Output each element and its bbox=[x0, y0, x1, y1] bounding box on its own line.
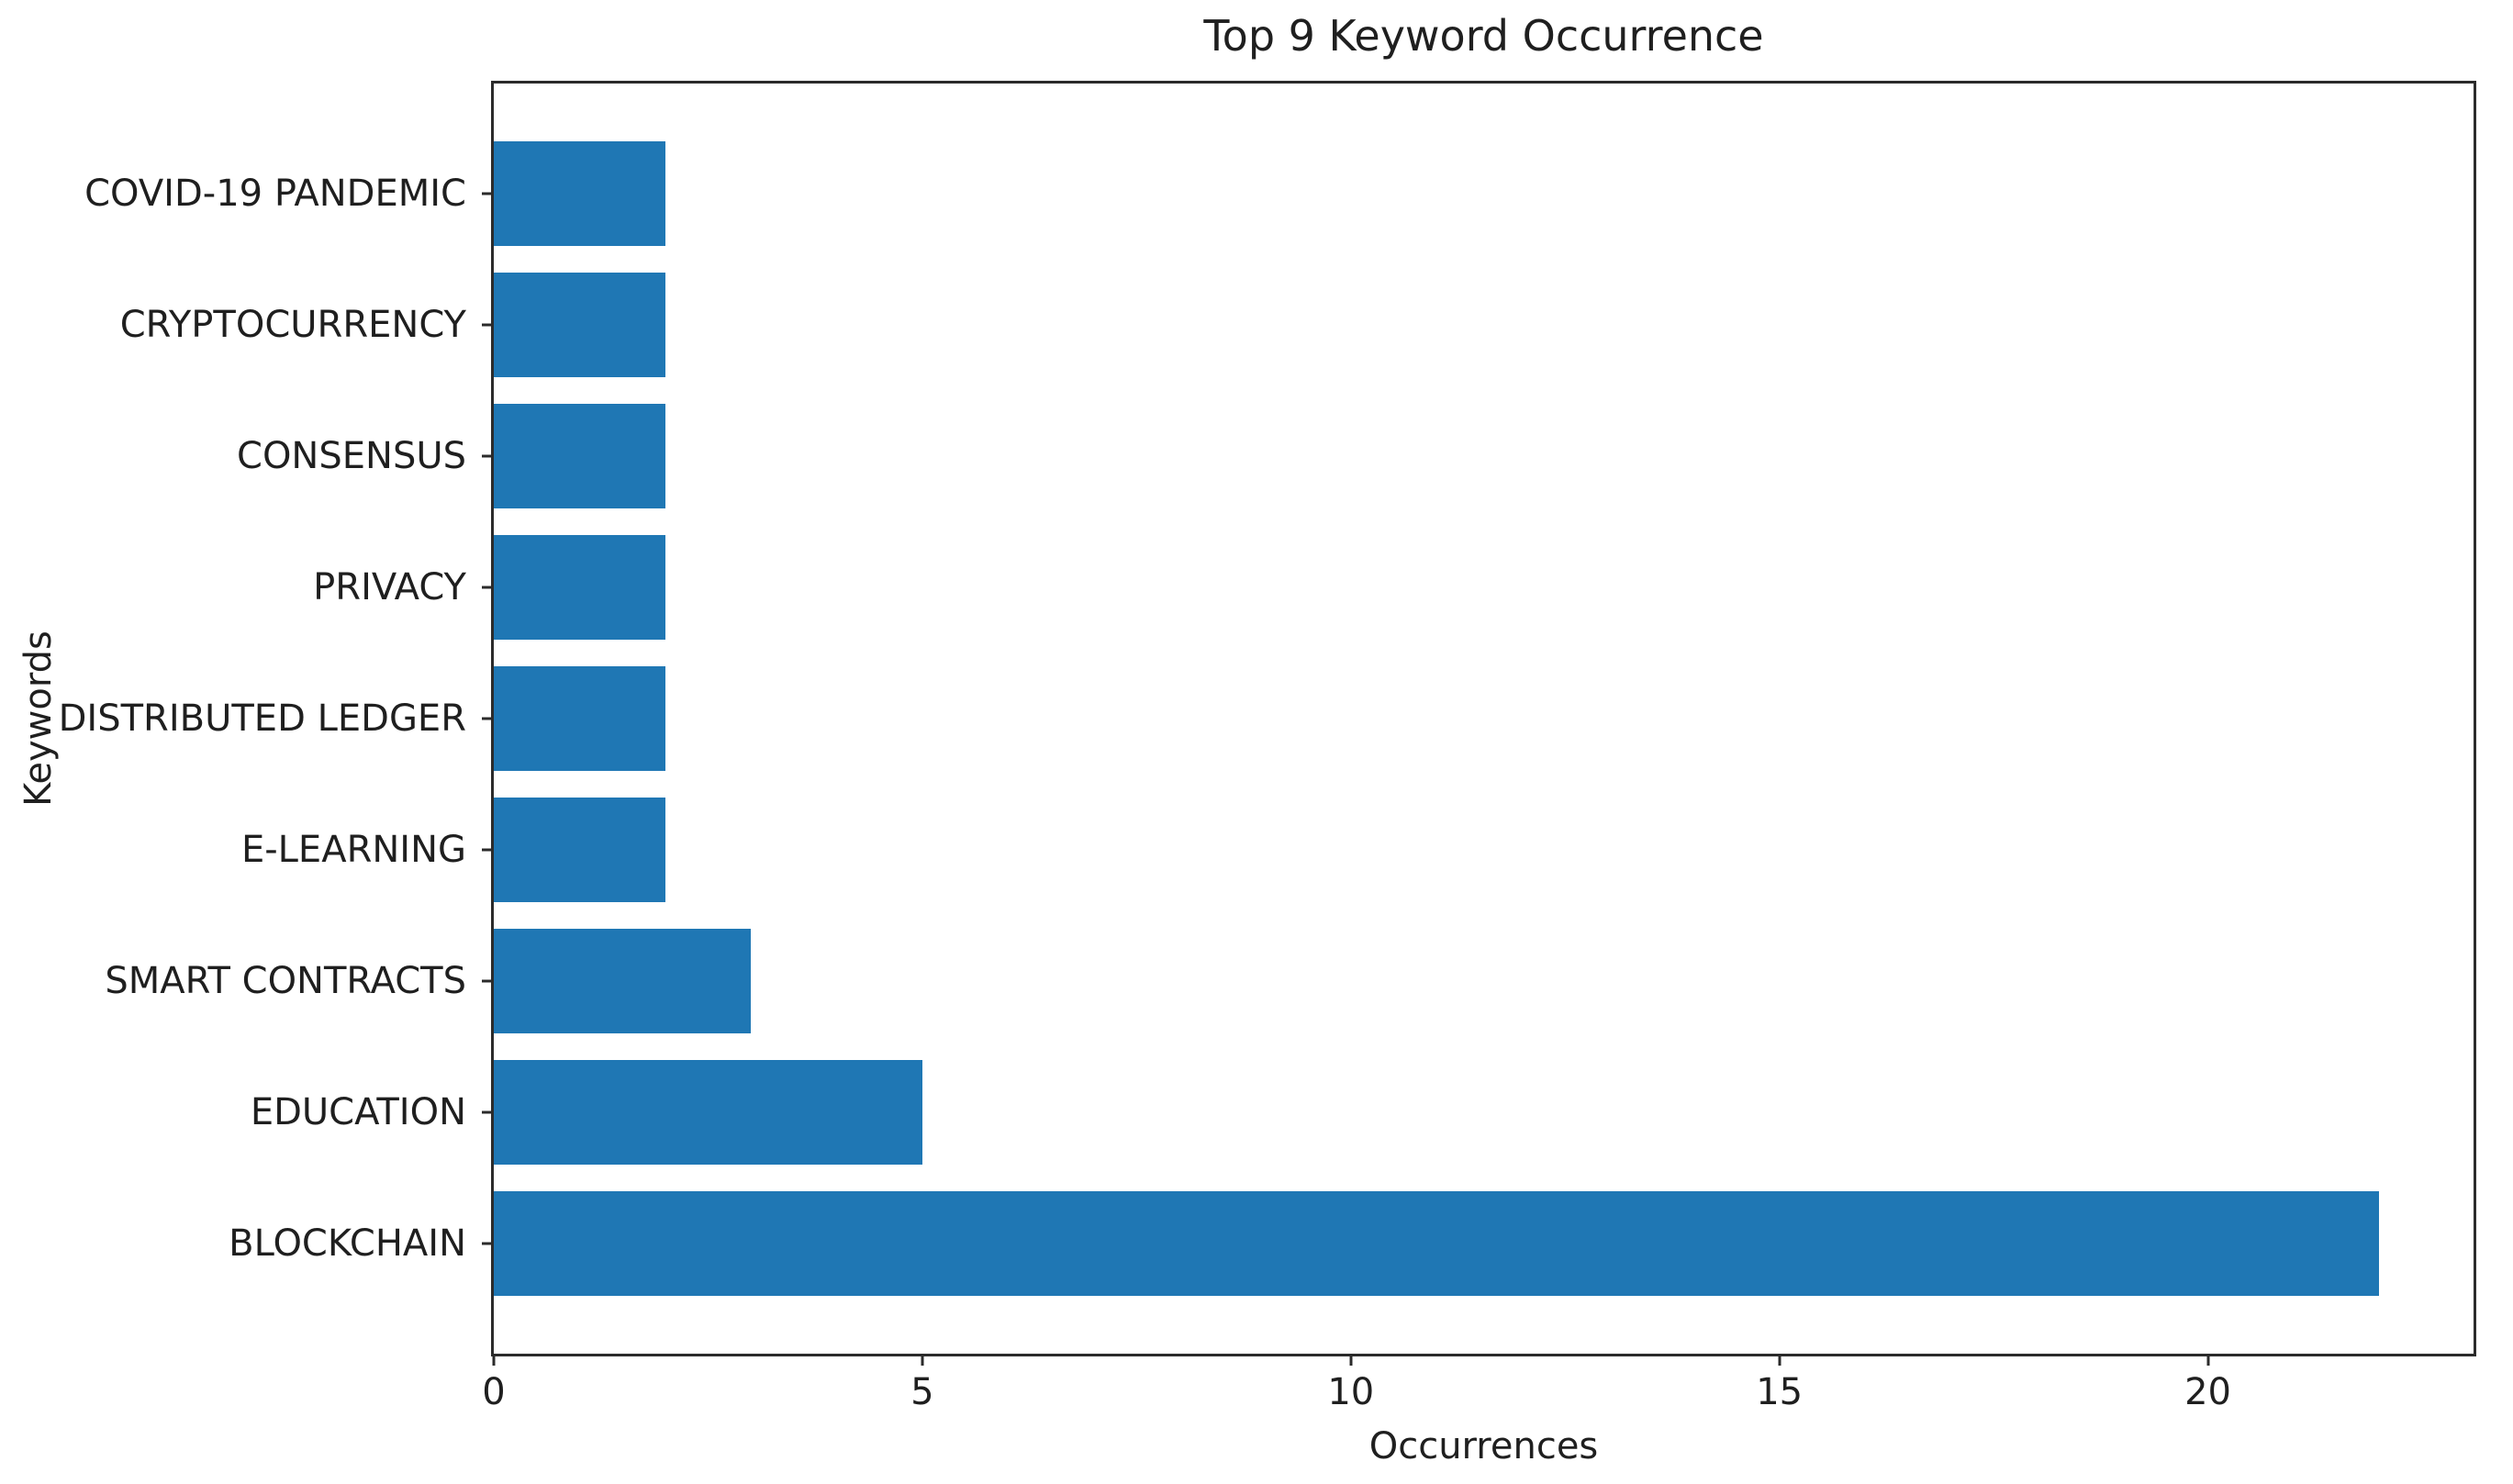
y-tick-label: CONSENSUS bbox=[237, 435, 466, 478]
x-axis-label: Occurrences bbox=[1368, 1425, 1599, 1467]
y-tick-mark bbox=[482, 454, 494, 458]
chart-title: Top 9 Keyword Occurrence bbox=[1203, 11, 1764, 61]
y-tick-mark bbox=[482, 1110, 494, 1114]
bar bbox=[494, 665, 665, 772]
bar bbox=[494, 1190, 2380, 1297]
bar bbox=[494, 272, 665, 378]
x-tick-mark bbox=[1349, 1354, 1353, 1366]
y-tick-mark bbox=[482, 192, 494, 195]
bar bbox=[494, 928, 752, 1034]
y-tick-label: SMART CONTRACTS bbox=[105, 959, 466, 1002]
x-tick-mark bbox=[492, 1354, 496, 1366]
bar bbox=[494, 140, 665, 247]
bar bbox=[494, 797, 665, 903]
y-tick-mark bbox=[482, 979, 494, 983]
y-tick-label: COVID-19 PANDEMIC bbox=[84, 173, 466, 216]
y-tick-label: E-LEARNING bbox=[240, 828, 466, 871]
x-tick-label: 15 bbox=[1756, 1371, 1804, 1413]
x-tick-label: 0 bbox=[482, 1371, 506, 1413]
x-tick-label: 20 bbox=[2184, 1371, 2231, 1413]
bar bbox=[494, 1059, 922, 1166]
x-tick-mark bbox=[921, 1354, 924, 1366]
y-tick-mark bbox=[482, 323, 494, 327]
y-tick-label: PRIVACY bbox=[313, 566, 466, 609]
y-tick-label: EDUCATION bbox=[250, 1090, 466, 1133]
y-tick-mark bbox=[482, 717, 494, 720]
x-tick-mark bbox=[2206, 1354, 2210, 1366]
y-tick-mark bbox=[482, 848, 494, 852]
bar bbox=[494, 403, 665, 509]
y-tick-mark bbox=[482, 1242, 494, 1245]
bar bbox=[494, 534, 665, 641]
y-tick-label: BLOCKCHAIN bbox=[229, 1222, 466, 1265]
y-tick-mark bbox=[482, 586, 494, 589]
y-axis-label: Keywords bbox=[17, 630, 60, 807]
plot-area: COVID-19 PANDEMIC CRYPTOCURRENCY CONSENSUS… bbox=[59, 81, 2476, 1411]
x-tick-mark bbox=[1778, 1354, 1781, 1366]
y-tick-label: CRYPTOCURRENCY bbox=[119, 304, 466, 347]
x-tick-label: 5 bbox=[910, 1371, 934, 1413]
x-tick-label: 10 bbox=[1327, 1371, 1375, 1413]
y-tick-label: DISTRIBUTED LEDGER bbox=[58, 697, 466, 740]
